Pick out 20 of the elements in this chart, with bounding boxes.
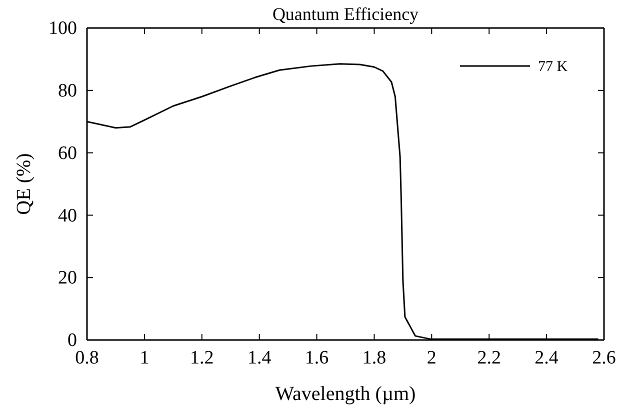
y-tick-label: 40 [58, 205, 77, 226]
legend-label: 77 K [538, 59, 568, 75]
y-tick-label: 20 [58, 268, 77, 289]
x-axis-title: Wavelength (µm) [275, 383, 416, 405]
x-tick-label: 1.8 [362, 347, 386, 368]
y-tick-label: 60 [58, 142, 77, 164]
chart-title: Quantum Efficiency [272, 4, 419, 24]
y-tick-label: 0 [68, 330, 77, 352]
x-tick-label: 2.4 [534, 347, 559, 368]
x-tick-label: 1.4 [247, 347, 272, 368]
x-tick-label: 0.8 [75, 347, 99, 368]
x-tick-label: 2.2 [477, 347, 501, 368]
x-tick-label: 1.6 [304, 347, 329, 368]
x-tick-label: 1.2 [190, 347, 214, 368]
x-tick-label: 2.6 [592, 347, 616, 368]
x-tick-label: 1 [140, 347, 150, 368]
y-tick-label: 80 [58, 80, 77, 102]
y-axis-title: QE (%) [13, 153, 35, 215]
y-tick-label: 100 [48, 18, 77, 40]
x-tick-label: 2 [426, 347, 436, 368]
